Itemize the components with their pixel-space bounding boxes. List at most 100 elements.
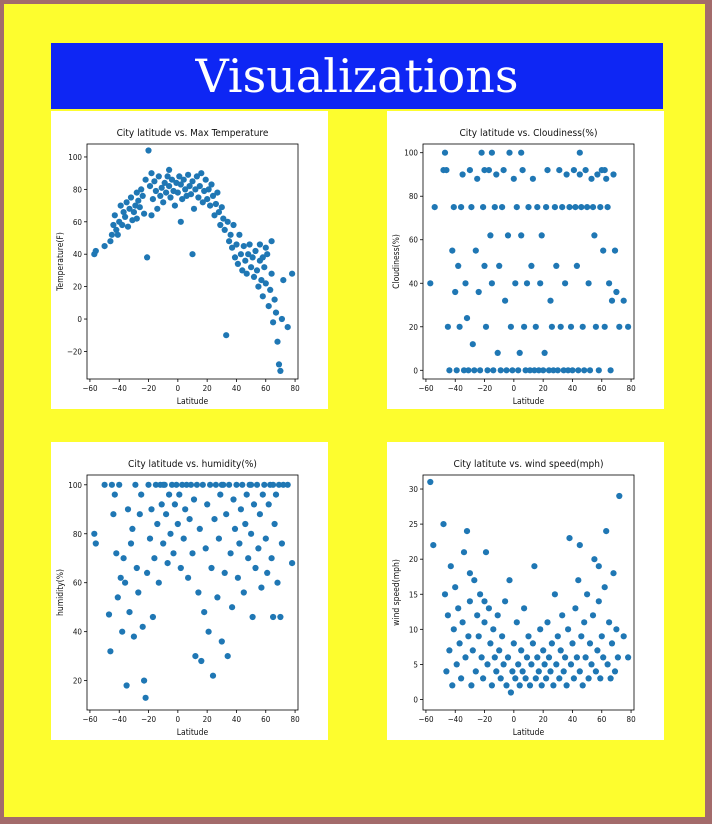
data-point [440,521,447,528]
data-point [242,257,249,264]
data-point [163,511,170,518]
data-point [126,205,133,212]
y-tick-label: −20 [67,347,83,356]
data-point [589,612,597,619]
data-point [455,262,462,269]
chart-card-humidity: City latitude vs. humidity(%) −60 −40 −20 0 2… [51,442,328,740]
y-tick-label: 0 [413,366,418,375]
data-point [509,668,516,675]
data-point [258,277,265,284]
data-point [127,194,135,201]
data-point [139,623,146,630]
data-point [515,661,522,668]
data-point [195,194,202,201]
data-point [610,570,617,577]
data-point [177,181,184,188]
y-tick-label: 20 [409,323,419,332]
data-point [458,675,465,682]
data-point [262,280,269,287]
data-point [154,520,161,528]
data-point [500,661,507,668]
data-point [108,231,115,238]
data-point [528,262,535,269]
data-point [223,511,230,518]
data-point [218,204,225,211]
data-point [284,481,291,488]
data-point [563,682,570,689]
data-point [545,654,553,661]
data-point [579,682,586,689]
data-point [220,215,227,222]
data-point [446,367,453,374]
data-point [526,367,534,374]
data-point [277,613,284,621]
data-point [101,243,108,250]
x-tick-label: −20 [141,715,157,724]
x-tick-label: 0 [512,384,517,393]
data-point [578,204,585,211]
data-point [136,511,143,518]
x-tick-label: 60 [261,384,271,393]
data-point [261,481,268,488]
data-point [608,297,616,304]
data-point [544,167,551,174]
data-point [127,540,135,547]
y-axis-label: Cloudiness(%) [392,234,402,289]
data-point [559,612,566,619]
data-point [531,563,538,570]
data-point [600,654,607,661]
data-point [597,204,604,211]
data-point [614,654,621,661]
data-point [463,315,471,322]
data-point [545,367,553,374]
data-point [586,367,594,374]
data-point [123,682,130,689]
data-point [548,323,555,330]
data-point [248,481,255,488]
data-point [491,654,498,661]
data-point [431,204,438,211]
data-point [534,204,541,211]
data-point [249,254,256,261]
data-point [177,564,184,572]
data-point [209,192,217,199]
data-point [182,506,189,513]
x-tick-label: 20 [539,384,549,393]
data-point [236,540,243,547]
data-point [491,204,498,211]
x-tick-label: 80 [626,715,636,724]
data-point [567,661,575,668]
data-point [523,280,531,287]
data-point [158,501,165,508]
data-point [447,563,454,570]
data-point [560,367,567,374]
data-point [270,613,277,621]
data-point [258,584,265,591]
data-point [518,232,525,239]
data-point [243,270,250,277]
data-point [233,481,240,488]
data-point [145,481,152,488]
x-tick-label: 80 [290,715,300,724]
data-point [541,349,548,356]
x-tick-label: 0 [176,715,181,724]
data-point [144,254,151,261]
data-point [504,654,512,661]
data-point [174,189,181,196]
x-tick-label: 20 [539,715,549,724]
data-point [478,149,485,156]
data-point [111,212,118,219]
data-point [116,481,123,488]
data-point [218,481,225,488]
x-tick-label: −20 [141,384,157,393]
data-point [183,481,190,488]
data-point [550,367,557,374]
scatter-points [91,147,296,374]
data-point [562,654,569,661]
data-point [182,186,189,193]
data-point [427,280,434,287]
data-point [107,238,114,245]
data-point [516,349,523,356]
data-point [519,167,526,174]
data-point [466,598,473,605]
